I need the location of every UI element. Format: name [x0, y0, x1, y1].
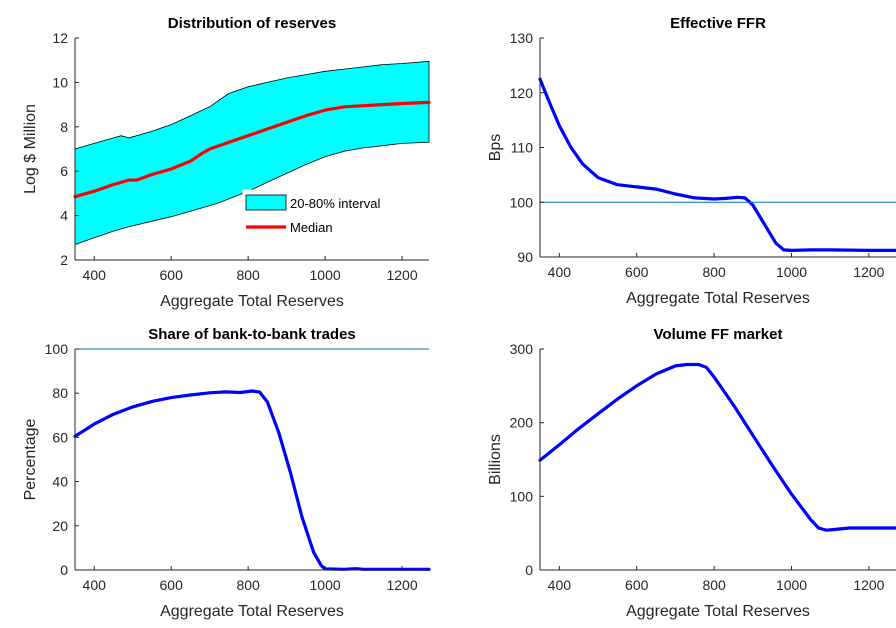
- x-tick-label: 1200: [853, 264, 884, 280]
- x-tick-label: 1000: [310, 577, 341, 593]
- y-axis-label: Bps: [487, 134, 504, 162]
- plot-area: [73, 60, 431, 246]
- y-tick-label: 100: [510, 194, 534, 210]
- x-tick-label: 400: [548, 264, 572, 280]
- y-tick-label: 120: [510, 85, 534, 101]
- x-tick-label: 1200: [386, 577, 417, 593]
- plot-area: [73, 348, 431, 571]
- x-tick-label: 400: [548, 577, 572, 593]
- x-axis-label: Aggregate Total Reserves: [160, 293, 344, 310]
- chart-title: Volume FF market: [654, 326, 783, 343]
- x-tick-label: 800: [236, 267, 260, 283]
- x-tick-label: 800: [236, 577, 260, 593]
- x-tick-label: 600: [625, 577, 649, 593]
- y-tick-label: 12: [52, 30, 68, 46]
- y-tick-label: 100: [45, 341, 69, 357]
- x-axis-label: Aggregate Total Reserves: [160, 603, 344, 620]
- x-tick-label: 800: [702, 264, 726, 280]
- plot-area: [538, 77, 896, 252]
- x-tick-label: 800: [702, 577, 726, 593]
- y-tick-label: 2: [60, 252, 68, 268]
- y-axis-label: Billions: [487, 434, 504, 485]
- chart-panel-3: 400 600 800 1000 1200 0 20 40 60 80 100 Share of ba…: [22, 326, 431, 620]
- y-tick-label: 20: [52, 518, 68, 534]
- y-tick-label: 200: [510, 415, 534, 431]
- series-line: [73, 389, 431, 571]
- x-tick-label: 1000: [776, 264, 807, 280]
- y-axis-label: Log $ Million: [22, 104, 39, 194]
- y-tick-label: 130: [510, 30, 534, 46]
- chart-panel-4: 400 600 800 1000 1200 0 100 200 300 Volume FF mar…: [487, 326, 896, 620]
- y-tick-label: 10: [52, 74, 68, 90]
- series-line: [538, 362, 896, 532]
- y-tick-label: 60: [52, 429, 68, 445]
- x-tick-label: 600: [160, 267, 184, 283]
- series-line: [538, 77, 896, 252]
- legend: 20-80% interval Median: [242, 189, 430, 241]
- x-tick-label: 600: [160, 577, 184, 593]
- y-tick-label: 4: [60, 208, 68, 224]
- y-tick-label: 0: [60, 562, 68, 578]
- median-line: [73, 100, 431, 199]
- legend-swatch-band: [245, 194, 287, 211]
- chart-title: Distribution of reserves: [168, 15, 336, 32]
- y-tick-label: 100: [510, 488, 534, 504]
- chart-panel-2: 400 600 800 1000 1200 90 100 110 120 130 Effective…: [487, 15, 896, 307]
- x-tick-label: 400: [83, 577, 107, 593]
- y-tick-label: 80: [52, 385, 68, 401]
- chart-panel-1: 400 600 800 1000 1200 2 4 6 8 10 12 Distribution of…: [22, 15, 431, 310]
- x-axis-label: Aggregate Total Reserves: [626, 290, 810, 307]
- legend-label-band: 20-80% interval: [290, 196, 380, 211]
- y-tick-label: 300: [510, 341, 534, 357]
- x-tick-label: 1000: [310, 267, 341, 283]
- y-tick-label: 40: [52, 474, 68, 490]
- legend-box: [242, 189, 430, 241]
- y-tick-label: 8: [60, 119, 68, 135]
- x-tick-label: 1000: [776, 577, 807, 593]
- x-axis-label: Aggregate Total Reserves: [626, 603, 810, 620]
- x-tick-label: 1200: [853, 577, 884, 593]
- x-tick-label: 1200: [386, 267, 417, 283]
- y-tick-label: 110: [511, 140, 534, 156]
- x-tick-label: 600: [625, 264, 649, 280]
- y-tick-label: 6: [60, 163, 68, 179]
- chart-title: Effective FFR: [670, 15, 766, 32]
- y-axis-label: Percentage: [22, 418, 39, 500]
- x-tick-label: 400: [83, 267, 107, 283]
- chart-title: Share of bank-to-bank trades: [148, 326, 356, 343]
- legend-label-median: Median: [290, 220, 333, 235]
- y-tick-label: 90: [517, 249, 533, 265]
- y-tick-label: 0: [525, 562, 533, 578]
- plot-area: [538, 362, 896, 532]
